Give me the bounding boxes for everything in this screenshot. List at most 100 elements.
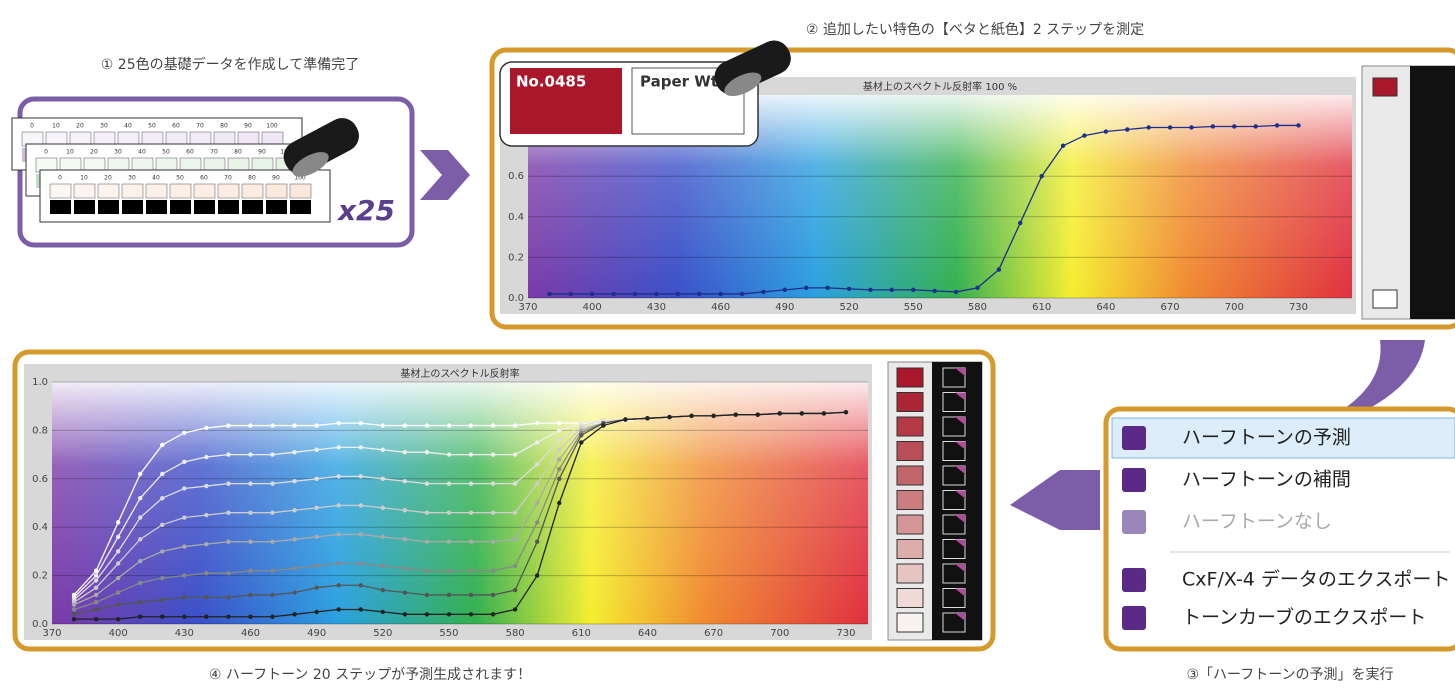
point xyxy=(292,423,297,428)
x-tick-label: 400 xyxy=(583,302,602,313)
x-tick-label: 460 xyxy=(241,628,260,639)
ramp-corner xyxy=(955,588,965,597)
point xyxy=(804,285,809,291)
point xyxy=(182,544,187,549)
point xyxy=(182,459,187,465)
menu-label[interactable]: CxF/X-4 データのエクスポート xyxy=(1182,569,1450,591)
point xyxy=(1253,124,1258,129)
point xyxy=(336,607,341,612)
point xyxy=(1146,125,1151,130)
menu-label[interactable]: ハーフトーンの予測 xyxy=(1182,427,1351,449)
point xyxy=(204,614,209,619)
point xyxy=(547,291,552,297)
point xyxy=(314,609,319,615)
x-tick-label: 400 xyxy=(109,628,128,639)
point xyxy=(226,539,231,544)
point xyxy=(446,481,452,486)
point xyxy=(1167,125,1173,130)
menu-icon xyxy=(1122,510,1146,534)
point xyxy=(911,287,916,293)
point xyxy=(336,420,341,426)
ramp-corner xyxy=(955,539,965,548)
strip-label: 10 xyxy=(80,175,88,182)
x-tick-label: 730 xyxy=(1289,302,1308,313)
point xyxy=(512,607,518,612)
point xyxy=(490,452,496,457)
point xyxy=(270,539,275,544)
spectro-device xyxy=(283,118,359,177)
strip-label: 70 xyxy=(224,175,232,182)
point xyxy=(204,483,209,489)
point xyxy=(182,573,187,578)
point xyxy=(1296,123,1301,128)
point xyxy=(358,474,363,479)
strip-patch xyxy=(218,200,239,214)
x-tick-label: 610 xyxy=(1032,302,1051,313)
point xyxy=(160,442,165,448)
strip-label: 80 xyxy=(248,175,256,182)
x-tick-label: 550 xyxy=(439,628,458,639)
point xyxy=(1125,127,1130,132)
point xyxy=(1060,143,1066,148)
point xyxy=(468,423,474,428)
point xyxy=(402,508,408,513)
strip-label: 40 xyxy=(152,175,160,182)
point xyxy=(226,595,231,600)
strip-patch xyxy=(241,183,264,199)
arrow xyxy=(1345,340,1425,408)
menu-label[interactable]: ハーフトーンの補間 xyxy=(1182,469,1351,491)
point xyxy=(689,413,694,419)
solid-swatch xyxy=(510,68,622,134)
ramp-swatch xyxy=(942,392,966,412)
point xyxy=(93,592,99,598)
point xyxy=(292,537,297,542)
point xyxy=(71,616,77,622)
swatch-label: No.0485 xyxy=(516,73,586,91)
point xyxy=(314,585,319,590)
strip-label: 20 xyxy=(104,175,112,182)
point xyxy=(512,423,518,428)
ramp-swatch xyxy=(896,563,924,584)
ramp-corner xyxy=(955,441,965,450)
point xyxy=(138,558,143,564)
series-line xyxy=(74,411,846,620)
strip-label: 60 xyxy=(172,123,180,130)
point xyxy=(292,566,297,571)
menu-highlight xyxy=(1111,417,1455,459)
menu-label[interactable]: トーンカーブのエクスポート xyxy=(1182,606,1426,629)
point xyxy=(270,423,275,428)
strip-label: 10 xyxy=(52,123,60,130)
point xyxy=(761,289,766,295)
chart-title: 基材上のスペクトル反射率 xyxy=(400,367,519,380)
point xyxy=(534,573,540,578)
point xyxy=(270,568,275,573)
point xyxy=(579,433,584,438)
point xyxy=(160,471,165,477)
ramp-corner xyxy=(955,515,965,523)
strip-label: 20 xyxy=(76,123,84,130)
point xyxy=(590,291,595,297)
point xyxy=(226,570,231,576)
point xyxy=(557,437,562,443)
point xyxy=(226,423,231,428)
strip-label: 100 xyxy=(294,175,306,182)
x-tick-label: 610 xyxy=(572,628,591,639)
point xyxy=(825,285,830,291)
strip-label: 40 xyxy=(124,123,132,130)
y-tick-label: 0.0 xyxy=(32,619,48,630)
strip-patch xyxy=(193,183,216,199)
ramp-swatch xyxy=(942,563,966,584)
strip-label: 50 xyxy=(148,123,156,130)
point xyxy=(292,612,297,617)
point xyxy=(1210,124,1216,129)
point xyxy=(557,428,562,433)
point xyxy=(138,580,143,586)
point xyxy=(160,522,165,527)
spectro-device xyxy=(714,40,791,97)
point xyxy=(1018,220,1023,226)
strip-label: 0 xyxy=(44,149,48,156)
strip-patch xyxy=(49,183,72,199)
point xyxy=(534,440,540,445)
x-tick-label: 700 xyxy=(1225,302,1244,313)
point xyxy=(755,412,760,417)
